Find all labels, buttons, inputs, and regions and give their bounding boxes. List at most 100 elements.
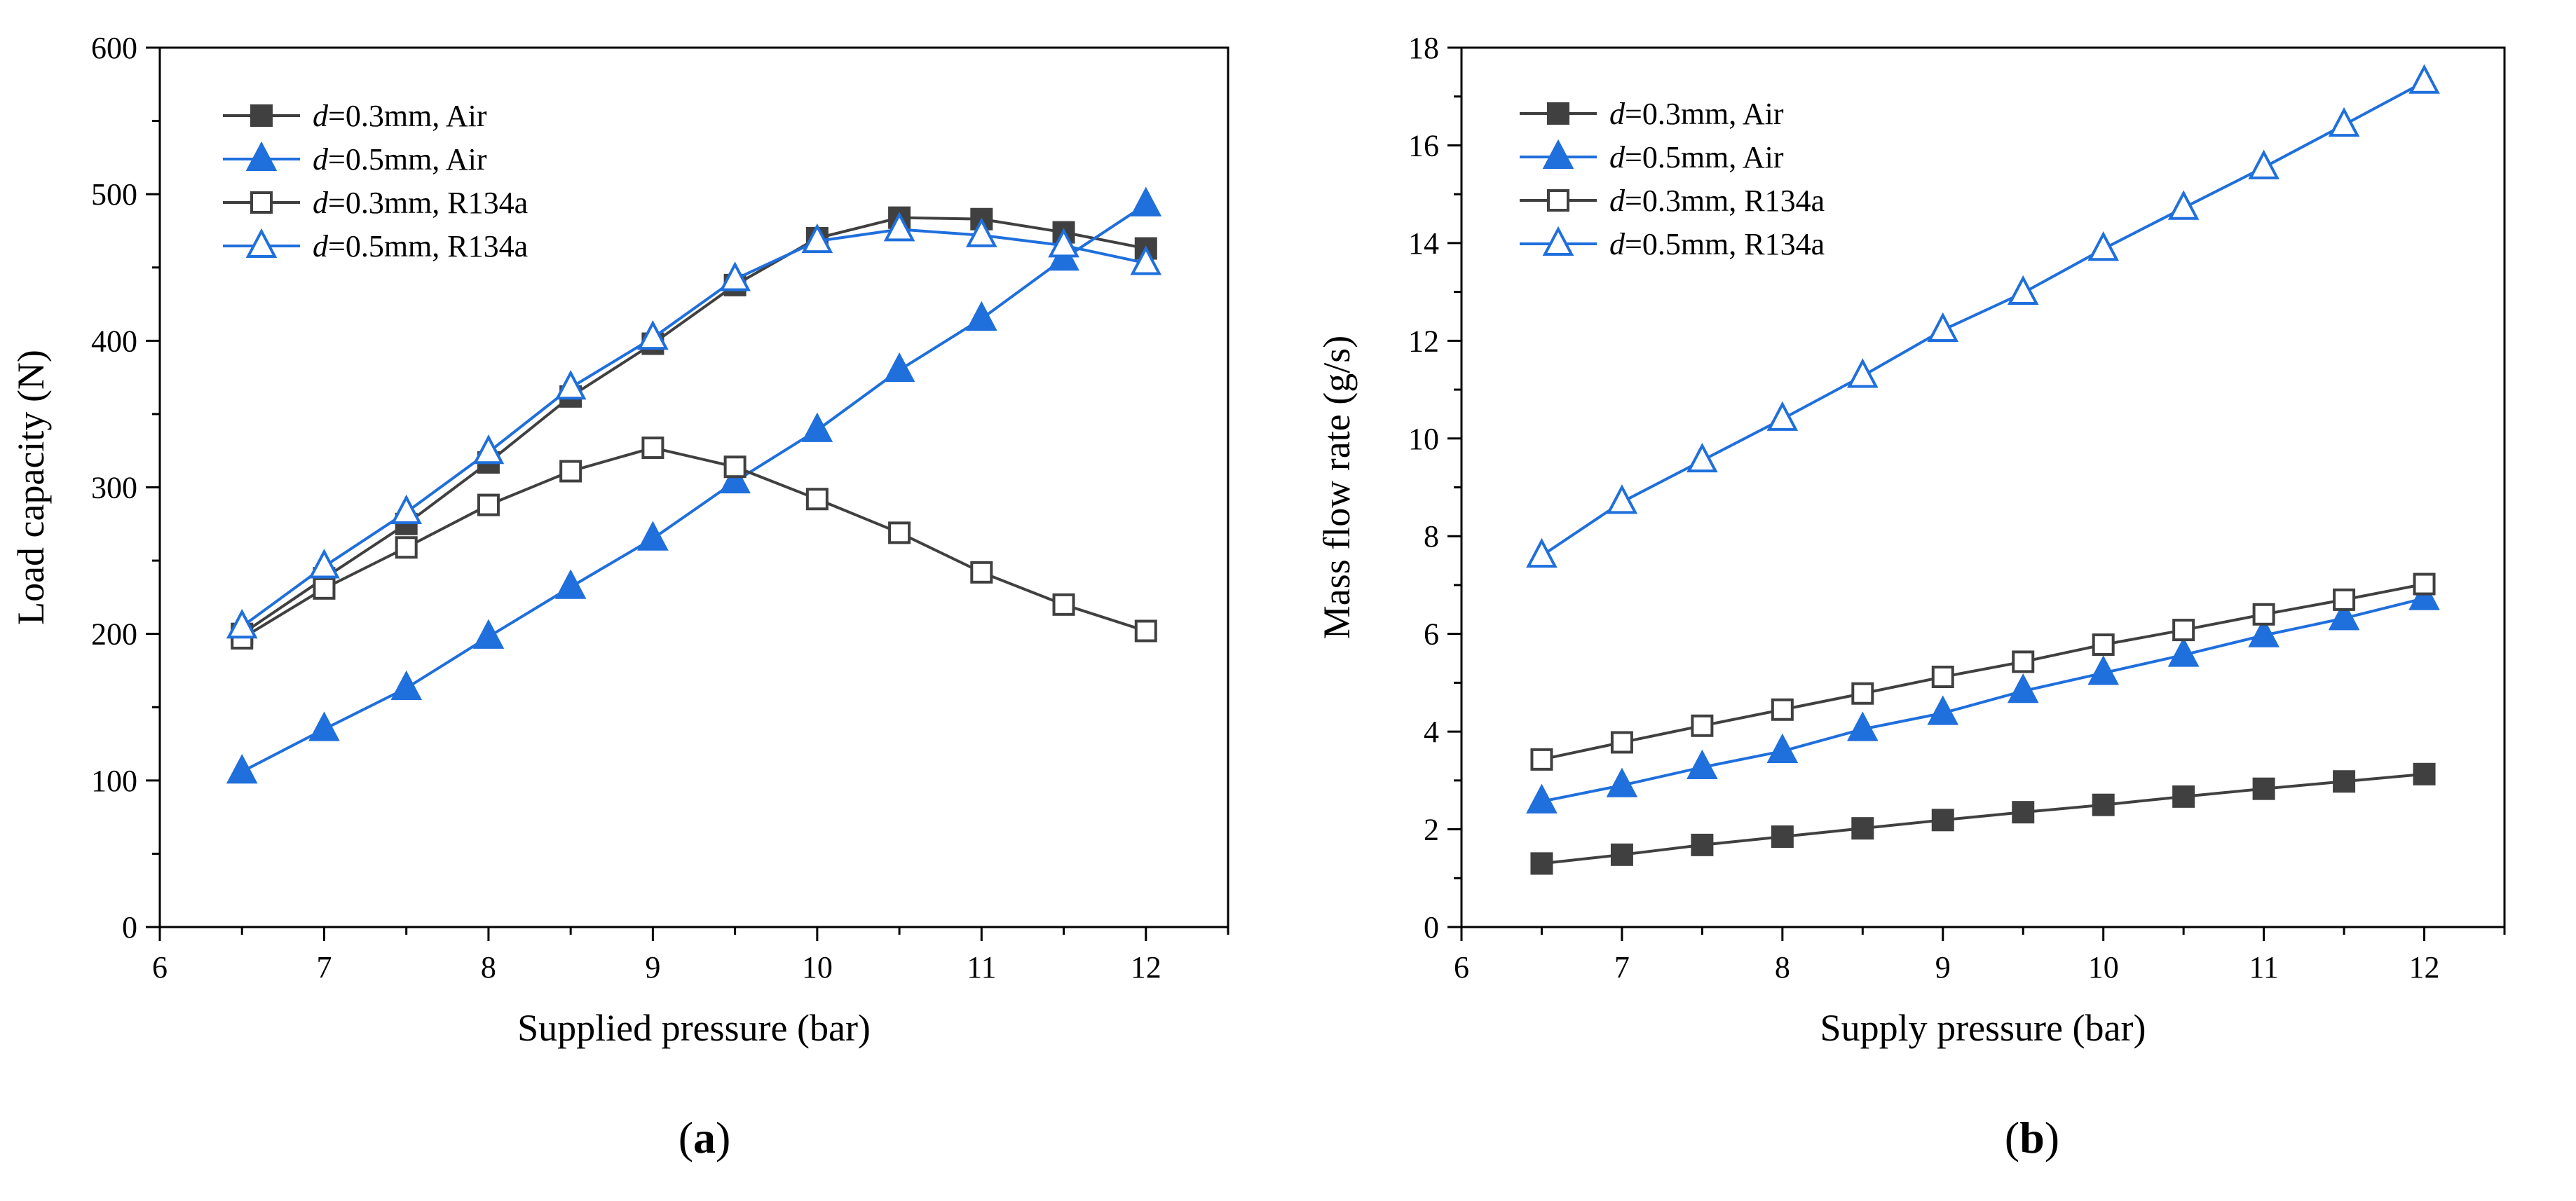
data-point [554,569,587,599]
data-point [1771,825,1794,849]
data-point [1846,711,1879,741]
data-point [723,455,747,479]
data-point [1052,593,1075,616]
data-point [1686,442,1718,473]
data-point [2092,793,2115,816]
x-tick-label: 8 [481,950,496,984]
series-line [241,216,1147,636]
data-point [1691,714,1714,737]
data-point [472,619,505,649]
series-line [241,446,1147,640]
data-point [2087,231,2120,261]
data-point [477,493,500,516]
legend-label: d=0.5mm, R134a [313,229,528,263]
y-tick-label: 400 [91,324,137,358]
series-2 [1526,580,2440,814]
data-point [2087,655,2120,685]
data-point [1130,186,1162,217]
legend-marker [1547,102,1569,125]
data-point [1526,537,1558,568]
data-point [390,494,423,525]
data-point [2328,600,2360,631]
y-tick-label: 100 [91,764,137,798]
data-point [2167,190,2200,220]
data-point [2248,149,2279,179]
y-axis-label: Mass flow rate (g/s) [1316,336,1358,639]
data-point [1526,783,1558,814]
data-point [2333,770,2356,793]
x-tick-label: 10 [802,950,833,984]
y-tick-label: 500 [91,177,137,212]
data-point [559,460,582,483]
data-point [970,561,993,584]
legend-label: d=0.3mm, Air [313,99,487,133]
legend-label: d=0.3mm, R134a [313,186,528,220]
data-point [1606,767,1638,797]
x-tick-label: 7 [1614,950,1630,984]
legend-marker [1542,139,1574,169]
x-tick-label: 12 [1131,950,1161,984]
data-point [2167,637,2200,667]
data-point [1610,731,1633,754]
data-point [801,412,833,442]
data-point [2172,619,2195,642]
data-point [2333,588,2356,611]
data-point [805,488,829,511]
legend-label: d=0.3mm, Air [1609,97,1784,131]
data-point [883,352,915,383]
series-line [1541,596,2425,803]
data-point [888,521,911,544]
y-tick-label: 4 [1424,715,1439,749]
data-point [2007,275,2039,306]
data-point [965,301,997,331]
data-point [1686,749,1718,780]
series-2 [226,186,1162,784]
y-tick-label: 12 [1408,324,1439,358]
x-tick-label: 9 [645,950,660,984]
legend-label: d=0.3mm, R134a [1609,184,1825,218]
x-tick-label: 11 [2249,950,2278,984]
y-tick-label: 18 [1408,31,1439,65]
x-tick-label: 11 [967,950,996,984]
series-line [241,228,1147,628]
data-point [1530,852,1553,875]
data-point [1771,698,1794,721]
data-point [2007,673,2039,704]
data-point [1606,484,1638,514]
data-point [2328,107,2360,137]
data-point [1931,666,1954,689]
series-4 [1526,64,2440,568]
data-point [554,369,587,400]
data-point [2408,580,2440,610]
data-point [1530,748,1553,771]
legend-label: d=0.5mm, Air [313,142,487,177]
y-tick-label: 0 [122,910,137,945]
data-point [1846,358,1879,388]
data-point [1691,833,1714,856]
data-point [395,536,418,559]
panel-label-b: (b) [2005,1113,2059,1162]
data-point [472,434,505,465]
data-point [965,217,997,247]
legend-marker [250,191,273,214]
data-point [2252,777,2275,800]
data-point [2252,603,2275,626]
y-tick-label: 16 [1408,128,1439,163]
y-tick-label: 600 [91,31,137,65]
x-tick-label: 7 [316,950,332,984]
series-line [1541,81,2425,557]
data-point [2248,617,2279,647]
y-tick-label: 8 [1424,519,1439,554]
series-line [1541,772,2425,865]
x-axis-label: Supplied pressure (bar) [517,1007,871,1049]
data-point [1927,312,1959,342]
data-point [308,711,340,741]
data-point [2092,633,2115,657]
y-tick-label: 6 [1424,617,1439,652]
data-point [1851,682,1874,705]
y-tick-label: 0 [1424,910,1439,945]
data-point [1048,228,1079,258]
x-tick-label: 8 [1775,950,1790,984]
